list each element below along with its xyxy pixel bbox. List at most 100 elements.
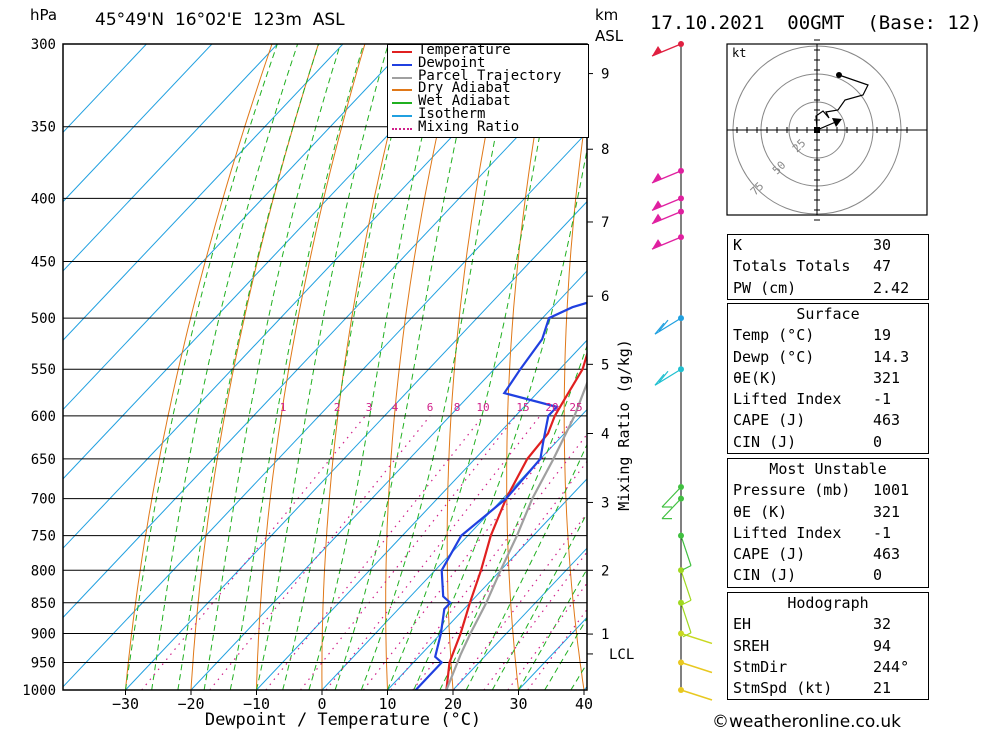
- mu-title: Most Unstable: [769, 460, 887, 478]
- wind-barb: [661, 498, 682, 520]
- wind-barb-staff: [680, 535, 692, 566]
- km-tick-label: 5: [601, 357, 609, 373]
- wind-barb-staff: [661, 486, 682, 508]
- wind-barb-flag: [658, 319, 669, 332]
- hodograph-endpoint: [836, 72, 842, 78]
- mixing-ratio-value-label: 20: [545, 401, 558, 414]
- km-tick-label: 2: [601, 563, 609, 579]
- wind-barb: [680, 570, 692, 605]
- pressure-tick-label: 450: [31, 255, 56, 271]
- km-tick-label: 9: [601, 67, 609, 83]
- surface-thetae-value: 321: [873, 368, 901, 387]
- hodograph-unit-label: kt: [732, 46, 746, 60]
- pressure-tick-label: 800: [31, 563, 56, 579]
- legend-item: Temperature: [388, 43, 588, 58]
- isotherm-line: [256, 339, 587, 690]
- legend-label: Parcel Trajectory: [418, 67, 562, 84]
- isotherm-line: [321, 408, 587, 690]
- isotherm-line: [63, 44, 344, 341]
- wind-barb-staff: [680, 602, 692, 633]
- mu-pressure-value: 1001: [873, 481, 910, 500]
- wet-adiabat-line: [256, 44, 389, 690]
- surface-cin-value: 0: [873, 432, 883, 451]
- location-title: 45°49'N 16°02'E 123m ASL: [95, 10, 345, 30]
- pressure-tick-label: 550: [31, 362, 56, 378]
- isotherm-line: [63, 44, 279, 272]
- wind-barb-pennant: [652, 46, 662, 56]
- wind-barb-flag: [654, 373, 665, 386]
- pressure-tick-label: 600: [31, 409, 56, 425]
- wind-barb-staff: [680, 689, 713, 701]
- km-tick-label: 1: [601, 627, 609, 643]
- asl-label: ASL: [595, 27, 624, 45]
- legend-swatch: [392, 89, 412, 92]
- datetime: 17.10.2021 00GMT (Base: 12): [650, 12, 982, 34]
- km-label: km: [595, 6, 619, 24]
- stmspd-label: StmSpd (kt): [733, 679, 833, 698]
- wind-barb-flag: [658, 370, 669, 383]
- wind-barb-pennant: [652, 239, 662, 250]
- pressure-tick-label: 500: [31, 311, 56, 327]
- mu-thetae-label: θE (K): [733, 502, 788, 521]
- wind-barb-pennant: [652, 172, 662, 183]
- legend-item: Mixing Ratio: [388, 120, 588, 135]
- mixing-ratio-value-label: 6: [427, 401, 434, 414]
- plot-frame: [62, 43, 588, 691]
- wind-barb-staff: [661, 498, 682, 520]
- wind-barb: [680, 602, 692, 638]
- wind-barb-pennant: [652, 213, 662, 224]
- km-tick-label: LCL: [609, 647, 634, 663]
- wind-barb: [654, 368, 682, 386]
- legend-swatch: [392, 63, 412, 66]
- surface-li-value: -1: [873, 390, 892, 409]
- wind-barb: [680, 535, 692, 571]
- mu-pressure-label: Pressure (mb): [733, 481, 851, 500]
- pressure-tick-label: 900: [31, 626, 56, 642]
- isotherm-line: [63, 44, 148, 134]
- x-tick-label: 0: [317, 695, 326, 713]
- hodograph-trace: [815, 74, 869, 129]
- mixing-ratio-value-label: 2: [334, 401, 341, 414]
- mixing-ratio-value-label: 8: [454, 401, 461, 414]
- mixing-ratio-value-label: 4: [392, 401, 399, 414]
- mixing-ratio-value-label: 1: [280, 401, 287, 414]
- stmdir-value: 244°: [873, 657, 910, 676]
- wind-barb-staff: [680, 661, 713, 674]
- pressure-tick-label: 400: [31, 191, 56, 207]
- legend-item: Wet Adiabat: [388, 93, 588, 110]
- profile-lines: [414, 301, 587, 690]
- pressure-tick-label: 350: [31, 120, 56, 136]
- wet-adiabat-line: [203, 44, 342, 690]
- totals-value: 47: [873, 257, 892, 276]
- mixing-ratio-line: [209, 415, 431, 690]
- wind-barb: [680, 661, 713, 674]
- pw-value: 2.42: [873, 278, 910, 297]
- pressure-tick-label: 750: [31, 529, 56, 545]
- legend-swatch: [392, 51, 412, 53]
- wind-barb-staff: [680, 570, 692, 601]
- dry-adiabat-line: [256, 44, 366, 690]
- hodograph-origin: [814, 127, 820, 133]
- wind-barb: [651, 43, 682, 57]
- eh-value: 32: [873, 615, 892, 634]
- mu-li-label: Lifted Index: [733, 523, 842, 542]
- legend-label: Wet Adiabat: [418, 93, 511, 110]
- mixing-ratio-line: [362, 415, 576, 690]
- km-tick-label: 4: [601, 427, 609, 443]
- surface-thetae-label: θE(K): [733, 368, 779, 387]
- isotherm-line: [63, 44, 213, 203]
- wind-barb-flag: [682, 565, 692, 571]
- wind-barb: [651, 197, 682, 212]
- surface-cin-label: CIN (J): [733, 432, 797, 451]
- sreh-label: SREH: [733, 636, 770, 655]
- storm-motion-arrowhead: [832, 118, 842, 127]
- wind-barb: [661, 486, 682, 508]
- wet-adiabat-line: [151, 44, 299, 690]
- surface-cape-value: 463: [873, 411, 901, 430]
- mixing-ratio-value-label: 15: [516, 401, 529, 414]
- footer-credit[interactable]: ©weatheronline.co.uk: [712, 712, 902, 732]
- surface-cape-label: CAPE (J): [733, 411, 806, 430]
- mixing-ratio-line: [390, 433, 587, 690]
